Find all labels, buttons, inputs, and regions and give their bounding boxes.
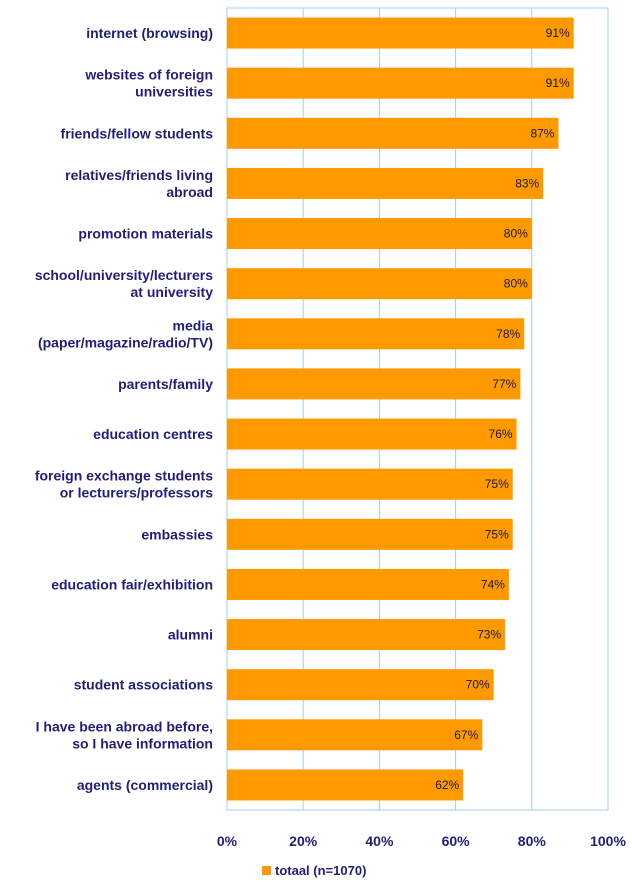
category-label: friends/fellow students — [61, 125, 214, 141]
data-label: 76% — [489, 427, 513, 441]
bar — [227, 368, 521, 400]
category-label: school/university/lecturers — [35, 267, 213, 283]
category-label: promotion materials — [78, 226, 213, 242]
data-label: 62% — [435, 778, 459, 792]
data-label: 75% — [485, 477, 509, 491]
bar — [227, 268, 532, 300]
category-label: (paper/magazine/radio/TV) — [38, 334, 213, 350]
category-label: parents/family — [118, 376, 213, 392]
data-label: 91% — [546, 26, 570, 40]
bar — [227, 17, 574, 49]
category-label: embassies — [141, 526, 213, 542]
bar — [227, 117, 559, 149]
x-tick-label: 0% — [217, 833, 238, 849]
data-label: 74% — [481, 577, 505, 591]
data-label: 80% — [504, 227, 528, 241]
category-label: internet (browsing) — [86, 25, 213, 41]
data-label: 75% — [485, 527, 509, 541]
bar — [227, 67, 574, 99]
bar — [227, 167, 544, 199]
data-label: 73% — [477, 628, 501, 642]
data-label: 91% — [546, 76, 570, 90]
x-tick-label: 40% — [365, 833, 394, 849]
legend-swatch — [262, 866, 271, 875]
bar — [227, 619, 506, 651]
x-tick-label: 80% — [518, 833, 547, 849]
legend: totaal (n=1070) — [262, 863, 366, 878]
category-label: or lecturers/professors — [60, 485, 213, 501]
category-label: abroad — [166, 184, 213, 200]
x-tick-label: 60% — [442, 833, 471, 849]
data-label: 77% — [492, 377, 516, 391]
category-label: I have been abroad before, — [36, 718, 213, 734]
category-label: media — [173, 317, 214, 333]
category-label: websites of foreign — [84, 67, 213, 83]
bar — [227, 719, 483, 751]
category-label: student associations — [74, 677, 213, 693]
x-tick-label: 20% — [289, 833, 318, 849]
bar — [227, 769, 464, 801]
category-label: education fair/exhibition — [51, 576, 213, 592]
category-label: agents (commercial) — [77, 777, 213, 793]
category-label: alumni — [168, 627, 213, 643]
bar — [227, 418, 517, 450]
bar — [227, 218, 532, 250]
category-label: at university — [131, 284, 214, 300]
data-label: 83% — [515, 176, 539, 190]
legend-label: totaal (n=1070) — [275, 863, 367, 878]
bar — [227, 518, 513, 550]
x-tick-label: 100% — [590, 833, 626, 849]
data-label: 70% — [466, 678, 490, 692]
bar — [227, 568, 509, 600]
category-label: relatives/friends living — [65, 167, 213, 183]
category-label: so I have information — [72, 735, 213, 751]
bar — [227, 468, 513, 500]
category-label: foreign exchange students — [35, 468, 213, 484]
bar — [227, 318, 525, 350]
data-label: 67% — [454, 728, 478, 742]
data-label: 78% — [496, 327, 520, 341]
data-label: 87% — [530, 126, 554, 140]
bar — [227, 669, 494, 701]
category-label: universities — [135, 84, 213, 100]
data-label: 80% — [504, 277, 528, 291]
category-label: education centres — [93, 426, 213, 442]
